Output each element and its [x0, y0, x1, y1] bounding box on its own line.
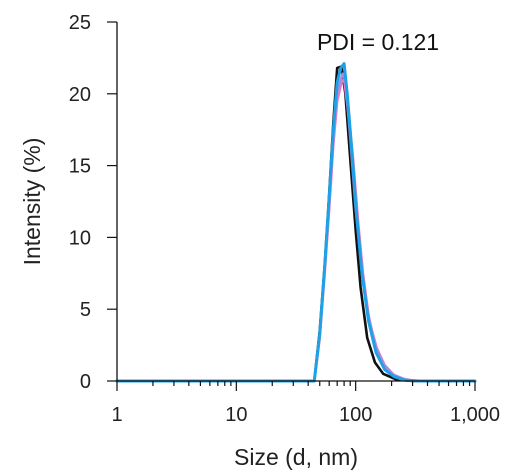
x-tick-label: 100: [339, 404, 372, 426]
y-tick-label: 15: [69, 156, 91, 178]
x-tick-label: 1: [111, 404, 122, 426]
y-tick-label: 25: [69, 12, 91, 34]
x-tick-label: 1,000: [450, 404, 500, 426]
series-line-2: [115, 78, 477, 383]
y-axis-ticks: 0 5 10 15 20 25: [69, 12, 117, 393]
series-line-3: [115, 72, 477, 383]
x-axis-title: Size (d, nm): [234, 444, 358, 470]
plot-area: 1 10 100 1,000 0 5 10 15 20 25: [69, 12, 500, 426]
y-tick-label: 5: [80, 299, 91, 321]
series-line-4: [115, 62, 477, 383]
pdi-annotation: PDI = 0.121: [317, 29, 439, 55]
y-axis-title: Intensity (%): [19, 138, 45, 266]
y-tick-label: 10: [69, 227, 91, 249]
x-axis-ticks: 1 10 100 1,000: [111, 381, 500, 426]
y-tick-label: 0: [80, 371, 91, 393]
series-line-1: [115, 65, 477, 383]
series-layer: [115, 62, 477, 383]
y-tick-label: 20: [69, 84, 91, 106]
x-tick-label: 10: [225, 404, 247, 426]
